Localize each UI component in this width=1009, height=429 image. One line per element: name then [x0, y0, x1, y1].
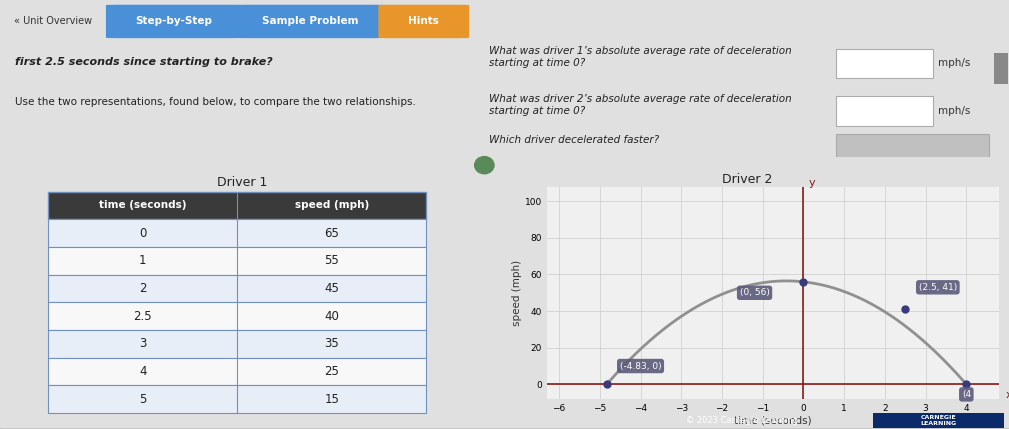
- Text: y: y: [808, 178, 815, 188]
- Circle shape: [474, 157, 494, 174]
- Text: 65: 65: [324, 227, 339, 240]
- FancyBboxPatch shape: [106, 5, 242, 38]
- Text: 55: 55: [324, 254, 339, 267]
- Text: Hints: Hints: [409, 16, 439, 27]
- Text: Driver 1: Driver 1: [217, 176, 267, 189]
- FancyBboxPatch shape: [48, 247, 426, 275]
- FancyBboxPatch shape: [48, 219, 426, 247]
- FancyBboxPatch shape: [995, 53, 1008, 84]
- FancyBboxPatch shape: [48, 330, 426, 358]
- Text: (2.5, 41): (2.5, 41): [919, 283, 957, 292]
- FancyBboxPatch shape: [835, 134, 989, 163]
- Text: Driver 2: Driver 2: [722, 173, 773, 186]
- Text: 1: 1: [139, 254, 146, 267]
- Text: Step-by-Step: Step-by-Step: [135, 16, 213, 27]
- Text: (4: (4: [962, 390, 971, 399]
- Text: Use the two representations, found below, to compare the two relationships.: Use the two representations, found below…: [14, 97, 416, 108]
- FancyBboxPatch shape: [48, 275, 426, 302]
- FancyBboxPatch shape: [873, 413, 1004, 428]
- Text: (-4.83, 0): (-4.83, 0): [620, 362, 661, 371]
- Text: 4: 4: [139, 365, 146, 378]
- Text: time (seconds): time (seconds): [99, 200, 187, 210]
- Y-axis label: speed (mph): speed (mph): [512, 260, 522, 326]
- Text: 3: 3: [139, 338, 146, 350]
- Text: 35: 35: [324, 338, 339, 350]
- Text: 5: 5: [139, 393, 146, 406]
- Text: x: x: [1006, 390, 1009, 400]
- Text: © 2023 Carnegie Learning: © 2023 Carnegie Learning: [686, 416, 798, 425]
- FancyBboxPatch shape: [835, 97, 932, 126]
- Text: ▶: ▶: [481, 161, 487, 169]
- Text: CARNEGIE
LEARNING: CARNEGIE LEARNING: [920, 415, 957, 426]
- FancyBboxPatch shape: [378, 5, 469, 38]
- Text: 0: 0: [139, 227, 146, 240]
- Text: 2.5: 2.5: [133, 310, 152, 323]
- Text: mph/s: mph/s: [937, 58, 971, 68]
- Text: mph/s: mph/s: [937, 106, 971, 116]
- Text: (0, 56): (0, 56): [740, 288, 770, 297]
- Text: 45: 45: [324, 282, 339, 295]
- Text: 25: 25: [324, 365, 339, 378]
- FancyBboxPatch shape: [48, 302, 426, 330]
- Text: 2: 2: [139, 282, 146, 295]
- Text: first 2.5 seconds since starting to brake?: first 2.5 seconds since starting to brak…: [14, 57, 272, 66]
- FancyBboxPatch shape: [48, 358, 426, 386]
- Text: « Unit Overview: « Unit Overview: [14, 16, 92, 27]
- Text: speed (mph): speed (mph): [295, 200, 369, 210]
- FancyBboxPatch shape: [237, 5, 383, 38]
- FancyBboxPatch shape: [48, 191, 426, 219]
- FancyBboxPatch shape: [48, 386, 426, 413]
- FancyBboxPatch shape: [835, 48, 932, 78]
- Text: 15: 15: [324, 393, 339, 406]
- Text: Sample Problem: Sample Problem: [262, 16, 358, 27]
- Text: 40: 40: [324, 310, 339, 323]
- Text: What was driver 1’s absolute average rate of deceleration
starting at time 0?: What was driver 1’s absolute average rat…: [489, 46, 792, 68]
- Text: What was driver 2’s absolute average rate of deceleration
starting at time 0?: What was driver 2’s absolute average rat…: [489, 94, 792, 116]
- Text: Which driver decelerated faster?: Which driver decelerated faster?: [489, 135, 660, 145]
- X-axis label: time (seconds): time (seconds): [735, 416, 811, 426]
